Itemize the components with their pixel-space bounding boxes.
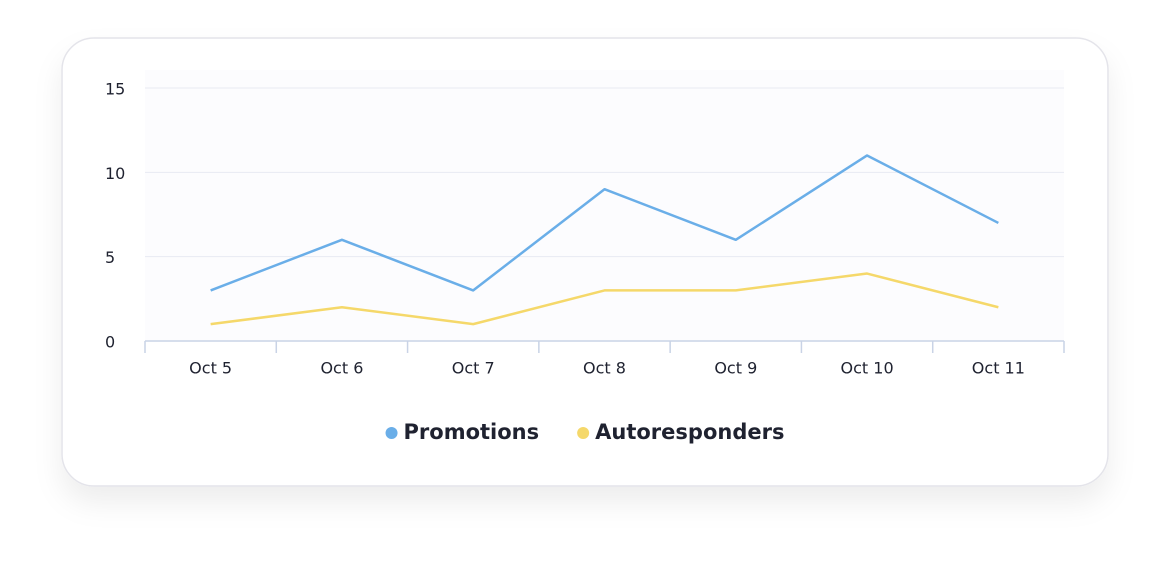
y-tick-label: 5 (105, 248, 115, 267)
legend-dot (385, 427, 398, 439)
series-line (210, 154, 999, 292)
x-tick-label: Oct 10 (841, 359, 894, 378)
x-tick-label: Oct 5 (189, 359, 232, 378)
x-tick-label: Oct 8 (583, 359, 626, 378)
x-tick-label: Oct 9 (714, 359, 757, 378)
series-line (210, 272, 999, 326)
x-tick-label: Oct 7 (452, 359, 495, 378)
legend-label: Promotions (404, 420, 540, 444)
legend-dot (577, 427, 590, 439)
legend-label: Autoresponders (595, 420, 784, 444)
y-tick-label: 0 (105, 333, 115, 352)
plot-area (145, 70, 1064, 341)
y-tick-label: 10 (105, 164, 125, 183)
x-tick-label: Oct 11 (972, 359, 1025, 378)
y-tick-label: 15 (105, 80, 125, 99)
x-tick-label: Oct 6 (320, 359, 363, 378)
